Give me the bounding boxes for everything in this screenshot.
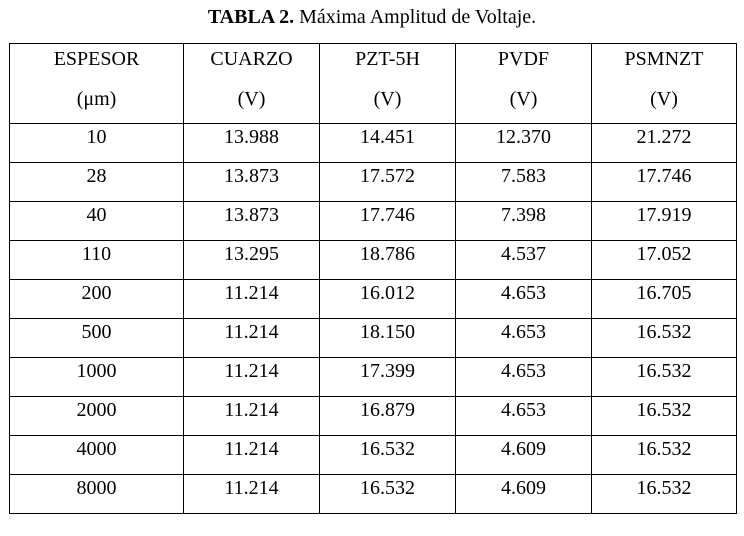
table-row: 200 11.214 16.012 4.653 16.705: [9, 279, 737, 319]
column-unit: (V): [373, 88, 402, 110]
column-unit: (V): [650, 88, 678, 110]
table-cell: 21.272: [591, 123, 737, 163]
table-row: 500 11.214 18.150 4.653 16.532: [9, 318, 737, 358]
table-cell: 12.370: [455, 123, 592, 163]
table-cell: 11.214: [183, 474, 320, 514]
table-cell: 4.653: [455, 279, 592, 319]
table-cell: 17.572: [319, 162, 456, 202]
table-cell: 17.746: [591, 162, 737, 202]
table-cell: 16.532: [319, 474, 456, 514]
table-cell: 500: [9, 318, 184, 358]
table-caption: TABLA 2. Máxima Amplitud de Voltaje.: [0, 5, 744, 29]
table-row: 4000 11.214 16.532 4.609 16.532: [9, 435, 737, 475]
header-cell-espesor: ESPESOR (μm): [9, 43, 184, 124]
table-cell: 11.214: [183, 396, 320, 436]
table-cell: 17.919: [591, 201, 737, 241]
table-cell: 110: [9, 240, 184, 280]
table-cell: 13.295: [183, 240, 320, 280]
table-cell: 16.532: [591, 435, 737, 475]
table-cell: 14.451: [319, 123, 456, 163]
table-cell: 11.214: [183, 279, 320, 319]
column-unit: (V): [237, 88, 266, 110]
table-cell: 16.532: [591, 474, 737, 514]
caption-label: TABLA 2.: [207, 6, 295, 28]
table-cell: 13.873: [183, 162, 320, 202]
table-cell: 16.532: [319, 435, 456, 475]
table-cell: 11.214: [183, 357, 320, 397]
header-row: ESPESOR (μm) CUARZO (V) PZT-5H (V) PVDF …: [9, 43, 737, 124]
table-cell: 16.012: [319, 279, 456, 319]
table-cell: 17.399: [319, 357, 456, 397]
table-cell: 16.705: [591, 279, 737, 319]
table-row: 10 13.988 14.451 12.370 21.272: [9, 123, 737, 163]
table-cell: 17.052: [591, 240, 737, 280]
table-row: 28 13.873 17.572 7.583 17.746: [9, 162, 737, 202]
caption-text: Máxima Amplitud de Voltaje.: [299, 6, 537, 28]
table-cell: 16.532: [591, 396, 737, 436]
table-cell: 4.609: [455, 474, 592, 514]
table-cell: 10: [9, 123, 184, 163]
table-cell: 8000: [9, 474, 184, 514]
table-cell: 4.653: [455, 357, 592, 397]
table-cell: 4.653: [455, 318, 592, 358]
table-cell: 11.214: [183, 318, 320, 358]
voltage-table: ESPESOR (μm) CUARZO (V) PZT-5H (V) PVDF …: [9, 43, 737, 514]
table-cell: 18.150: [319, 318, 456, 358]
column-name: PSMNZT: [624, 48, 704, 70]
table-row: 8000 11.214 16.532 4.609 16.532: [9, 474, 737, 514]
table-cell: 16.532: [591, 357, 737, 397]
table-cell: 4000: [9, 435, 184, 475]
table-cell: 40: [9, 201, 184, 241]
table-cell: 18.786: [319, 240, 456, 280]
column-name: ESPESOR: [53, 48, 140, 70]
table-cell: 16.532: [591, 318, 737, 358]
table-row: 40 13.873 17.746 7.398 17.919: [9, 201, 737, 241]
table-cell: 13.873: [183, 201, 320, 241]
column-name: PVDF: [497, 48, 550, 70]
table-row: 1000 11.214 17.399 4.653 16.532: [9, 357, 737, 397]
column-unit: (μm): [76, 88, 117, 110]
table-cell: 4.609: [455, 435, 592, 475]
table-cell: 4.653: [455, 396, 592, 436]
column-name: CUARZO: [210, 48, 293, 70]
table-row: 110 13.295 18.786 4.537 17.052: [9, 240, 737, 280]
table-cell: 28: [9, 162, 184, 202]
header-cell-psmnzt: PSMNZT (V): [591, 43, 737, 124]
table-row: 2000 11.214 16.879 4.653 16.532: [9, 396, 737, 436]
header-cell-pvdf: PVDF (V): [455, 43, 592, 124]
column-name: PZT-5H: [355, 48, 420, 70]
table-cell: 200: [9, 279, 184, 319]
table-cell: 11.214: [183, 435, 320, 475]
table-cell: 17.746: [319, 201, 456, 241]
header-cell-cuarzo: CUARZO (V): [183, 43, 320, 124]
column-unit: (V): [509, 88, 538, 110]
table-cell: 1000: [9, 357, 184, 397]
table-cell: 13.988: [183, 123, 320, 163]
table-cell: 7.583: [455, 162, 592, 202]
table-cell: 2000: [9, 396, 184, 436]
table-cell: 7.398: [455, 201, 592, 241]
table-cell: 16.879: [319, 396, 456, 436]
table-cell: 4.537: [455, 240, 592, 280]
header-cell-pzt-5h: PZT-5H (V): [319, 43, 456, 124]
